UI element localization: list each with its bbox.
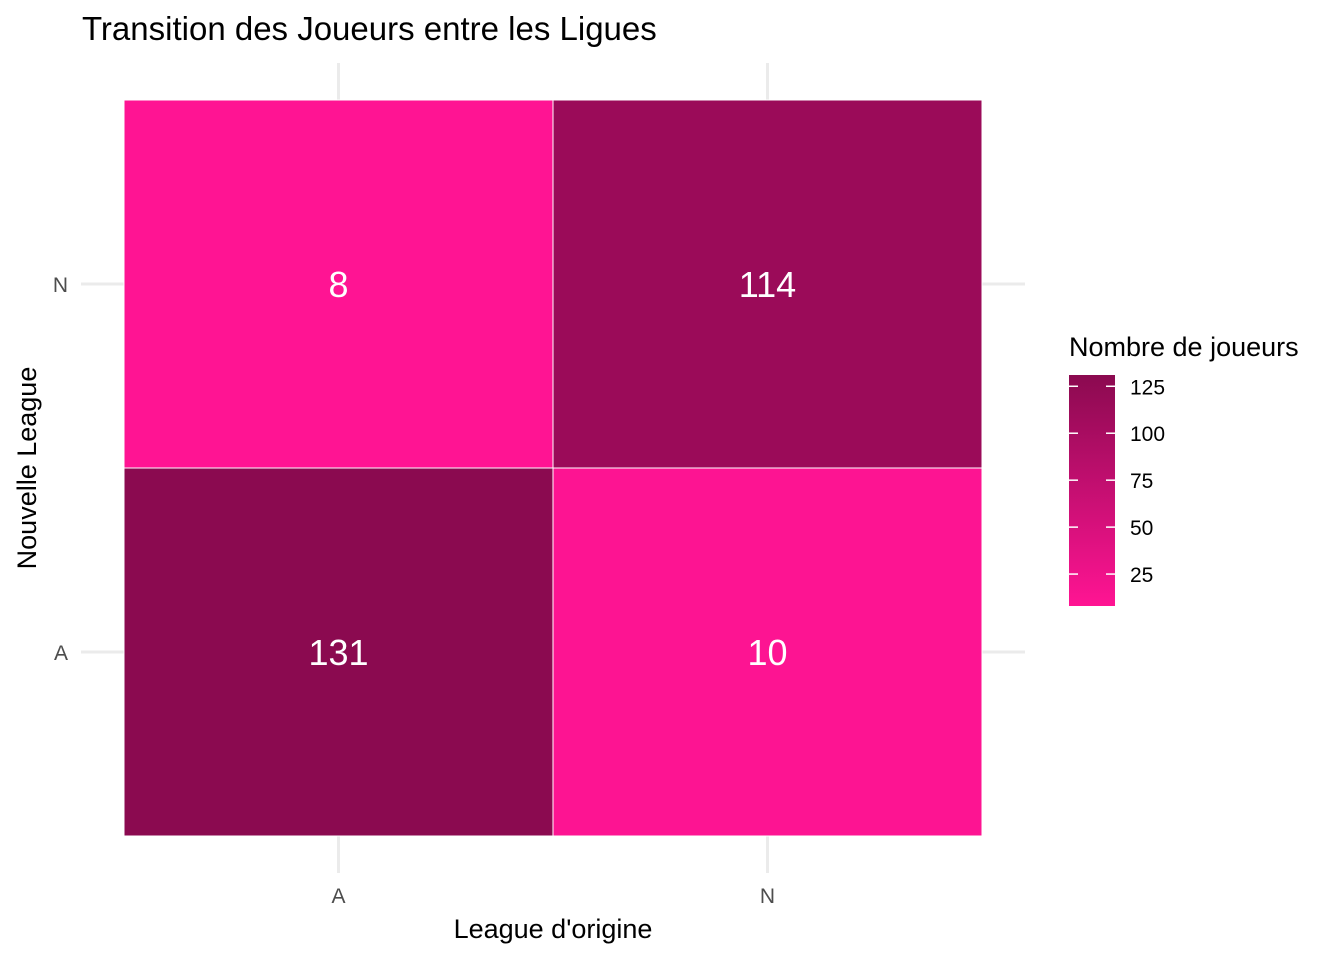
heatmap-cell-N-A <box>552 467 983 837</box>
y-axis-title: Nouvelle League <box>12 367 42 570</box>
heatmap-cell-N-N <box>552 99 983 469</box>
heatmap-cell-A-A <box>123 467 554 837</box>
legend-title: Nombre de joueurs <box>1069 332 1299 362</box>
heatmap-cell-A-N <box>123 99 554 469</box>
cell-value-labels: 131 8 10 114 <box>308 264 796 673</box>
chart-title: Transition des Joueurs entre les Ligues <box>82 10 657 47</box>
legend-ticks: 25 50 75 100 125 <box>1069 376 1165 587</box>
heatmap-cells <box>123 99 983 837</box>
y-tick-label-N: N <box>53 274 68 297</box>
legend-tick-label-125: 125 <box>1130 376 1165 399</box>
x-axis-title: League d'origine <box>454 914 653 944</box>
legend-colorbar <box>1069 375 1115 606</box>
legend-tick-label-50: 50 <box>1130 517 1153 540</box>
cell-value-label-N-N: 114 <box>739 264 796 305</box>
cell-value-label-A-A: 131 <box>308 632 368 673</box>
x-tick-label-A: A <box>331 885 345 908</box>
y-tick-label-A: A <box>54 642 68 665</box>
legend-tick-label-25: 25 <box>1130 564 1153 587</box>
y-axis-ticks: AN <box>53 274 68 665</box>
cell-value-label-A-N: 8 <box>328 264 348 305</box>
cell-value-label-N-A: 10 <box>747 632 787 673</box>
legend-tick-label-75: 75 <box>1130 470 1153 493</box>
color-legend: Nombre de joueurs 25 50 75 100 125 <box>1069 332 1299 606</box>
legend-tick-label-100: 100 <box>1130 423 1165 446</box>
x-tick-label-N: N <box>760 885 775 908</box>
